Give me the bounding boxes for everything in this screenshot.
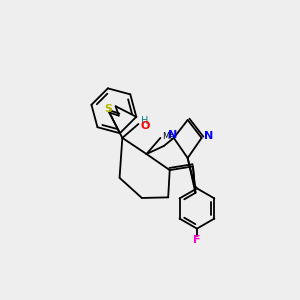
Text: F: F	[193, 235, 201, 245]
Text: N: N	[204, 131, 213, 141]
Text: O: O	[140, 122, 150, 131]
Text: S: S	[104, 104, 112, 114]
Text: N: N	[168, 130, 177, 140]
Text: Me: Me	[162, 133, 175, 142]
Text: H: H	[141, 116, 148, 126]
